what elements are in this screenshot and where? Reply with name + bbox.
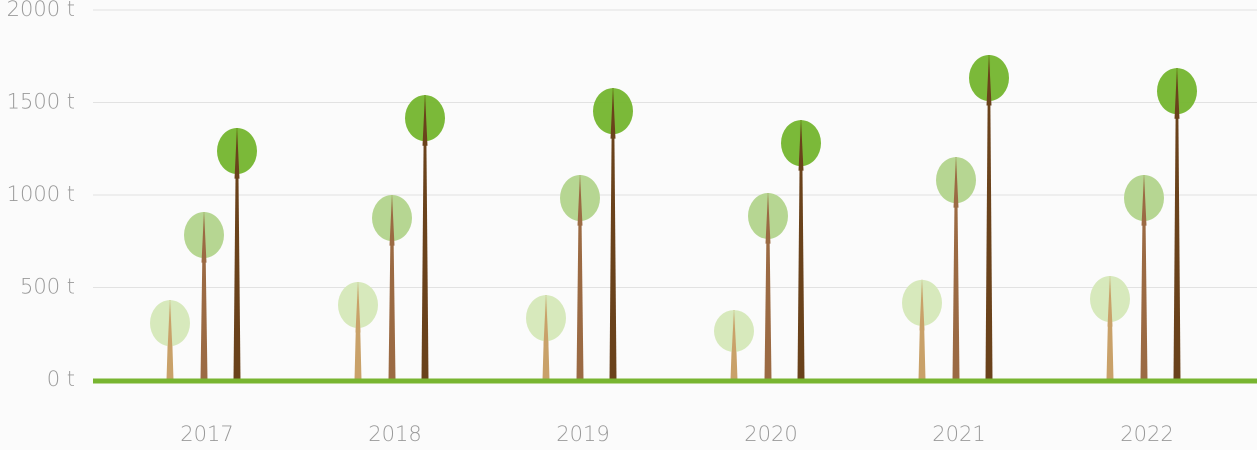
- x-tick-label: 2019: [556, 422, 609, 446]
- x-tick-label: 2020: [744, 422, 797, 446]
- tree: [593, 88, 633, 380]
- trunk-upper: [422, 95, 428, 146]
- trunk-upper: [355, 281, 361, 333]
- tree: [1157, 68, 1197, 380]
- tree: [936, 157, 976, 380]
- trunk-upper: [610, 88, 616, 139]
- trunk-upper: [798, 120, 804, 171]
- tree: [338, 281, 378, 380]
- trunk: [421, 95, 429, 380]
- y-tick-label: 1500 t: [7, 90, 75, 114]
- x-tick-label: 2018: [368, 422, 421, 446]
- y-tick-label: 1000 t: [7, 182, 75, 206]
- tree: [748, 192, 788, 380]
- x-tick-label: 2017: [180, 422, 233, 446]
- y-tick-label: 500 t: [20, 275, 75, 299]
- x-tick-label: 2022: [1120, 422, 1173, 446]
- y-tick-label: 2000 t: [7, 0, 75, 21]
- trunk: [609, 88, 617, 380]
- trunk-upper: [1141, 175, 1147, 226]
- trunk-upper: [167, 300, 173, 351]
- trunk: [764, 192, 772, 380]
- trunk-upper: [201, 212, 207, 263]
- tree: [714, 310, 754, 380]
- trunk: [200, 212, 208, 380]
- tree: [217, 128, 257, 380]
- trunk-upper: [986, 54, 992, 106]
- trunk-upper: [1107, 276, 1113, 327]
- tree: [372, 195, 412, 380]
- trunk-upper: [577, 175, 583, 226]
- trunk: [233, 128, 241, 380]
- trunk-upper: [1174, 68, 1180, 119]
- trunk-upper: [731, 310, 737, 357]
- trunk-upper: [234, 128, 240, 179]
- tree: [526, 295, 566, 380]
- trunk: [1173, 68, 1181, 380]
- trunk: [952, 157, 960, 380]
- trunk-upper: [389, 195, 395, 246]
- tree: [1124, 175, 1164, 380]
- trunk: [985, 54, 993, 380]
- tree: [781, 120, 821, 380]
- trunk-upper: [919, 279, 925, 331]
- trunk: [576, 175, 584, 380]
- x-tick-label: 2021: [932, 422, 985, 446]
- trunk: [1140, 175, 1148, 380]
- trunk: [1106, 276, 1114, 380]
- trunk: [797, 120, 805, 380]
- tree: [969, 54, 1009, 380]
- trunk: [388, 195, 396, 380]
- tree: [184, 212, 224, 380]
- y-tick-label: 0 t: [47, 367, 75, 391]
- tree: [560, 175, 600, 380]
- trunk-upper: [765, 192, 771, 244]
- trunk-upper: [543, 295, 549, 346]
- tree: [405, 95, 445, 380]
- tree: [902, 279, 942, 380]
- tree: [150, 300, 190, 380]
- trunk-upper: [953, 157, 959, 208]
- tree: [1090, 276, 1130, 380]
